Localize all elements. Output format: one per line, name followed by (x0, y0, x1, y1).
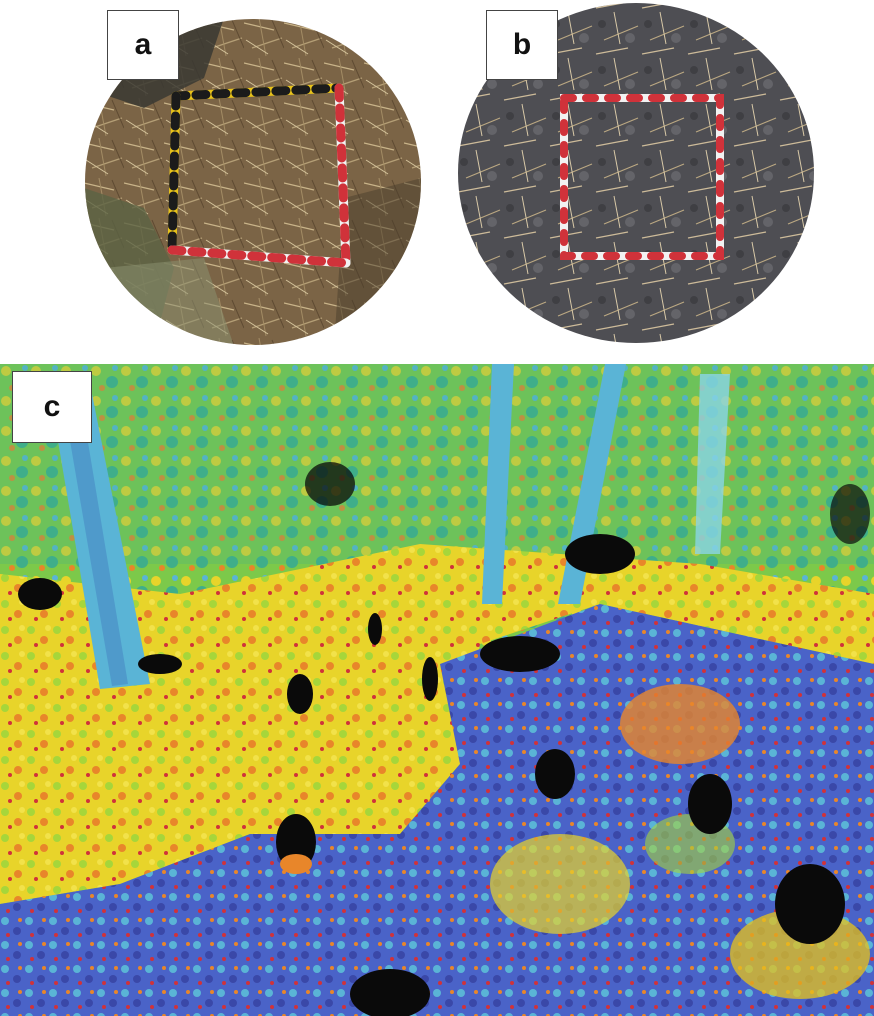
panel-label-c-text: c (43, 390, 61, 423)
panel-label-a-text: a (134, 28, 152, 61)
panel-label-c: c (12, 371, 92, 443)
lidar-scene (0, 364, 874, 1016)
panel-a-photo (84, 18, 422, 346)
panel-b-photo (456, 0, 816, 346)
panel-label-a: a (107, 10, 179, 80)
plot-photo-a (85, 19, 421, 345)
plot-photo-b (458, 3, 814, 343)
panel-c-lidar-scene (0, 364, 874, 1016)
panel-label-b-text: b (512, 28, 532, 61)
panel-label-b: b (486, 10, 558, 80)
